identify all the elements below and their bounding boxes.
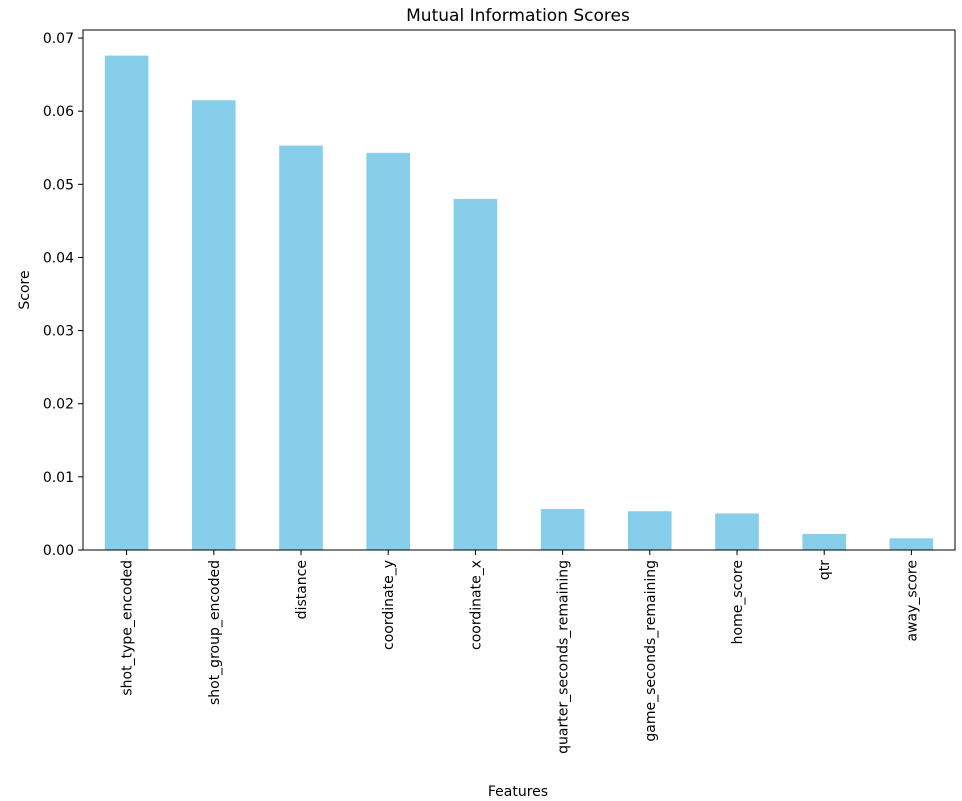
x-tick-label: qtr — [817, 560, 833, 580]
y-tick-label: 0.06 — [43, 104, 74, 120]
x-tick-label: coordinate_y — [381, 560, 397, 650]
x-tick-label: game_seconds_remaining — [643, 560, 659, 742]
bar — [453, 198, 498, 550]
y-tick-label: 0.04 — [43, 250, 74, 266]
y-tick-label: 0.07 — [43, 31, 74, 47]
bar — [366, 152, 410, 550]
bar — [889, 538, 934, 550]
bar — [802, 533, 846, 550]
x-tick-label: coordinate_x — [468, 560, 484, 650]
y-tick-label: 0.02 — [43, 397, 74, 413]
y-tick-label: 0.00 — [43, 543, 74, 559]
y-tick-label: 0.05 — [43, 177, 74, 193]
y-axis-label: Score — [17, 270, 33, 309]
y-tick-label: 0.03 — [43, 324, 74, 340]
bar — [715, 513, 759, 550]
plot-area: 0.00 0.01 0.02 0.03 0.04 0.05 0.06 0.07 shot_typ… — [43, 29, 956, 754]
x-axis-label: Features — [488, 784, 548, 800]
bar — [104, 55, 149, 550]
bar — [192, 100, 236, 551]
bar — [540, 509, 585, 550]
x-tick-label: quarter_seconds_remaining — [556, 560, 572, 754]
plot-frame — [82, 29, 956, 551]
x-tick-label: away_score — [904, 560, 920, 642]
y-tick-label: 0.01 — [43, 470, 74, 486]
x-tick-label: shot_type_encoded — [120, 560, 136, 696]
x-tick-label: distance — [294, 560, 310, 619]
x-tick-label: home_score — [730, 560, 746, 644]
bar — [279, 145, 323, 550]
x-tick-label: shot_group_encoded — [207, 560, 223, 705]
chart-title: Mutual Information Scores — [406, 6, 630, 26]
bar — [628, 511, 672, 550]
